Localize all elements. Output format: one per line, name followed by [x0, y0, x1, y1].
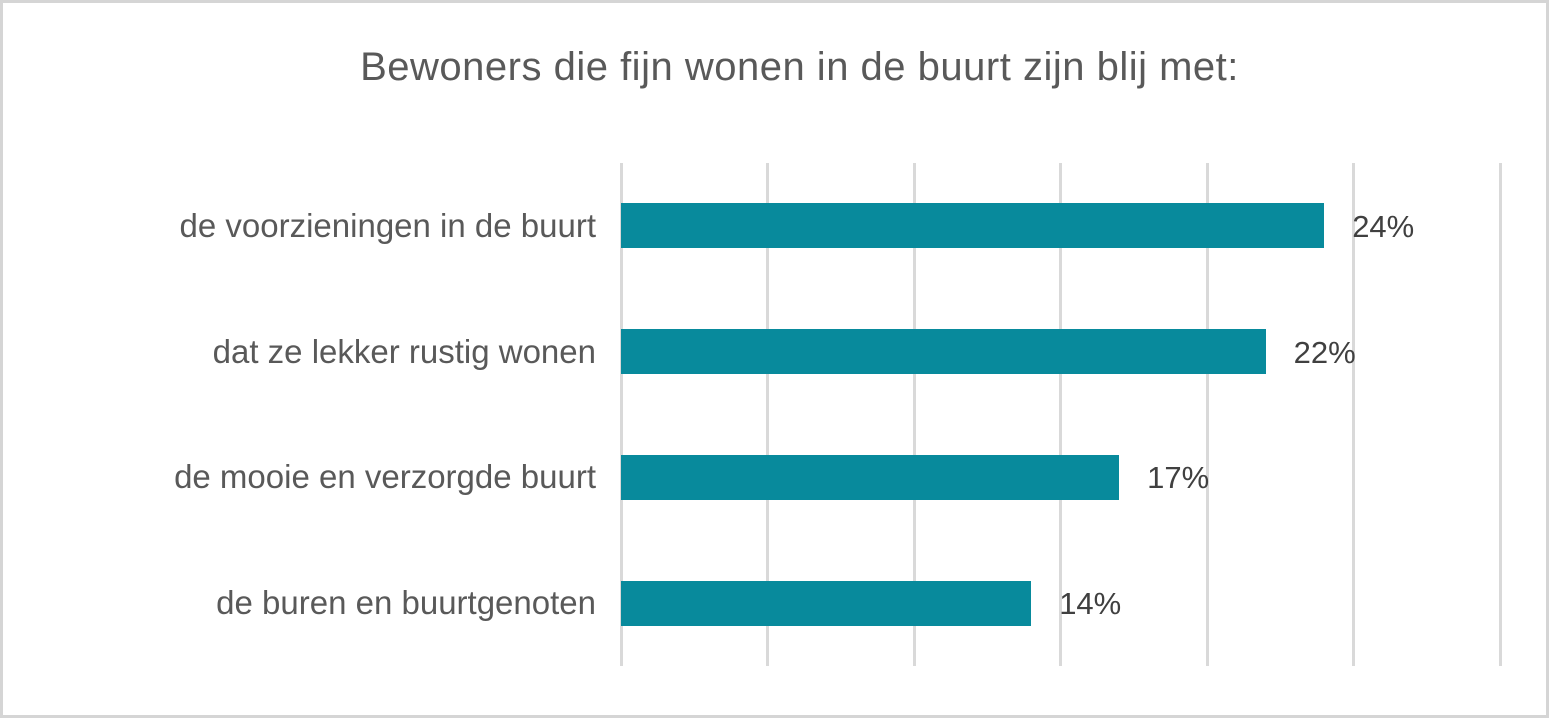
vertical-gridline: [1059, 163, 1062, 666]
plot-area: 24% 22% 17% 14%: [619, 163, 1502, 666]
chart-title: Bewoners die fijn wonen in de buurt zijn…: [360, 45, 1239, 89]
bar-3: [621, 454, 1120, 500]
bar-row: 22%: [621, 289, 1500, 415]
data-label: 24%: [1352, 208, 1415, 244]
bar-row: 14%: [621, 540, 1500, 666]
category-axis: de voorzieningen in de buurt dat ze lekke…: [3, 163, 596, 666]
vertical-gridline: [619, 163, 623, 666]
data-label: 17%: [1147, 460, 1210, 496]
vertical-gridline: [1352, 163, 1355, 666]
vertical-gridline: [912, 163, 916, 666]
bar-2: [621, 329, 1266, 375]
category-label: de voorzieningen in de buurt: [179, 206, 596, 244]
bar-row: 24%: [621, 163, 1500, 289]
vertical-gridline: [766, 163, 769, 666]
category-label: de mooie en verzorgde buurt: [174, 458, 596, 496]
category-label: de buren en buurtgenoten: [216, 584, 596, 622]
data-label: 14%: [1059, 586, 1122, 622]
bar-4: [621, 580, 1032, 626]
bar-row: 17%: [621, 415, 1500, 541]
data-label: 22%: [1293, 334, 1356, 370]
vertical-gridline: [1205, 163, 1209, 666]
vertical-gridline: [1498, 163, 1502, 666]
category-label: dat ze lekker rustig wonen: [212, 332, 596, 370]
bar-1: [621, 203, 1325, 249]
